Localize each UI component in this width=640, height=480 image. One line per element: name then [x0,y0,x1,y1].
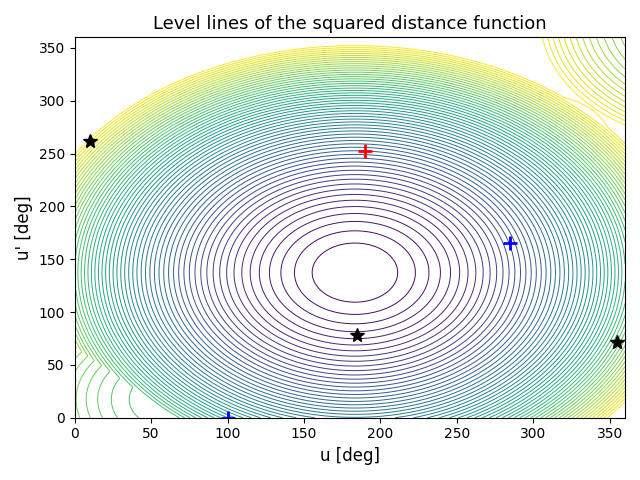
Title: Level lines of the squared distance function: Level lines of the squared distance func… [153,15,547,33]
Y-axis label: u' [deg]: u' [deg] [15,195,33,260]
X-axis label: u [deg]: u [deg] [320,447,380,465]
